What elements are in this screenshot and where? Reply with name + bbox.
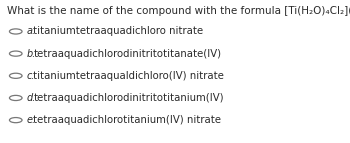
Text: d.: d. (26, 93, 36, 103)
Text: tetraaquadichlorotitanium(IV) nitrate: tetraaquadichlorotitanium(IV) nitrate (33, 115, 221, 125)
Text: titaniumtetraaqualdichloro(IV) nitrate: titaniumtetraaqualdichloro(IV) nitrate (33, 71, 224, 81)
Text: titaniumtetraaquadichloro nitrate: titaniumtetraaquadichloro nitrate (33, 26, 203, 36)
Text: e.: e. (26, 115, 35, 125)
Text: tetraaquadichlorodinitritotitanium(IV): tetraaquadichlorodinitritotitanium(IV) (33, 93, 224, 103)
Text: b.: b. (26, 49, 36, 59)
Text: a.: a. (26, 26, 35, 36)
Text: tetraaquadichlorodinitritotitanate(IV): tetraaquadichlorodinitritotitanate(IV) (33, 49, 221, 59)
Text: c.: c. (26, 71, 35, 81)
Text: What is the name of the compound with the formula [Ti(H₂O)₄Cl₂](NO₃)₂?: What is the name of the compound with th… (7, 6, 350, 16)
